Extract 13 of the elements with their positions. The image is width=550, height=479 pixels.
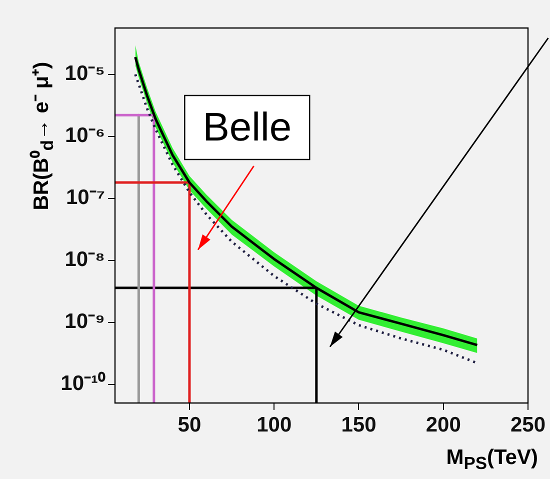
y-tick-label: 10⁻¹⁰ (60, 371, 106, 396)
y-tick-label: 10⁻⁷ (66, 186, 105, 210)
x-tick-label: 200 (426, 413, 461, 436)
x-axis-title: M$_{PS}$(TeV) (446, 446, 538, 474)
y-tick-label: 10⁻⁶ (64, 124, 105, 148)
y-tick-label: 10⁻⁵ (64, 62, 105, 86)
y-tick-label: 10⁻⁸ (64, 248, 105, 272)
x-tick-label: 50 (178, 413, 202, 436)
x-tick-label: 250 (510, 413, 546, 436)
x-tick-label: 150 (341, 413, 376, 436)
annotation: Belle (202, 106, 292, 150)
x-tick-label: 100 (256, 413, 292, 436)
y-tick-label: 10⁻⁹ (64, 310, 105, 334)
